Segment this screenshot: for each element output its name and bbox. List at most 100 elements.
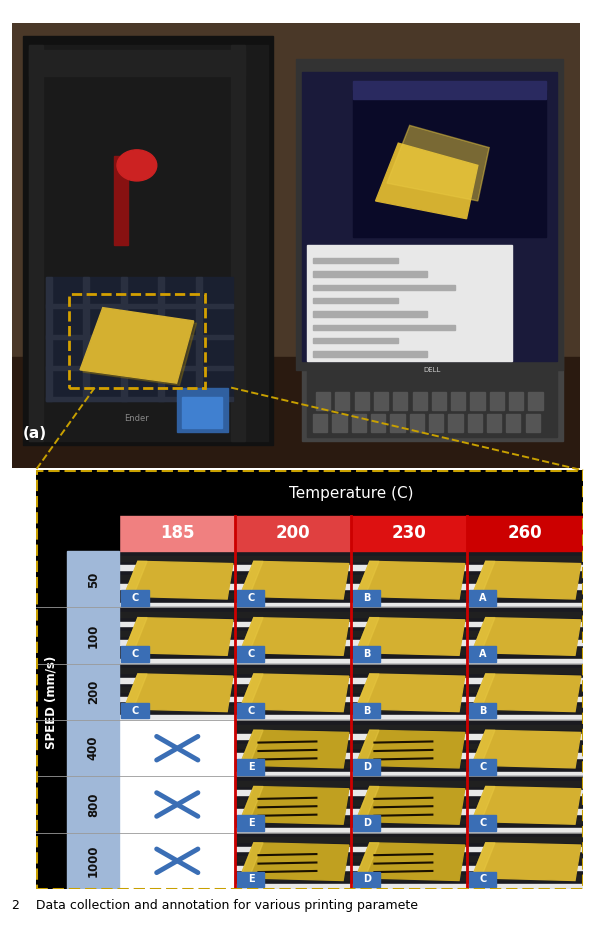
Bar	[351, 884, 467, 889]
Polygon shape	[356, 731, 465, 768]
Bar	[120, 650, 235, 655]
Bar	[120, 612, 235, 617]
Polygon shape	[124, 618, 233, 656]
Bar	[351, 687, 467, 692]
Bar	[12, 357, 580, 468]
Polygon shape	[472, 618, 495, 653]
Polygon shape	[356, 561, 379, 596]
Bar	[313, 324, 455, 330]
Bar	[467, 621, 583, 626]
Bar	[120, 603, 235, 607]
Bar	[120, 716, 235, 720]
Polygon shape	[472, 618, 581, 656]
Bar	[235, 725, 351, 730]
Bar	[182, 396, 222, 428]
Bar	[467, 753, 583, 757]
Bar	[351, 640, 467, 645]
Bar	[467, 828, 583, 832]
Bar	[176, 388, 228, 432]
Bar	[120, 607, 235, 664]
Bar	[235, 744, 351, 748]
Polygon shape	[124, 561, 147, 596]
Bar	[355, 392, 369, 410]
Polygon shape	[124, 561, 233, 599]
Bar	[529, 392, 543, 410]
Bar	[196, 277, 202, 401]
Polygon shape	[240, 786, 263, 821]
Bar	[120, 687, 235, 692]
Bar	[120, 640, 235, 645]
Bar	[467, 565, 583, 570]
Bar	[235, 857, 351, 861]
Bar	[235, 687, 351, 692]
Bar	[353, 81, 546, 99]
Bar	[351, 621, 467, 626]
Bar	[316, 392, 330, 410]
Bar	[46, 277, 52, 401]
Bar	[467, 725, 583, 730]
Bar	[120, 551, 235, 607]
Polygon shape	[356, 843, 465, 881]
Bar	[351, 828, 467, 832]
Bar	[351, 551, 467, 607]
Text: A: A	[479, 649, 487, 659]
Bar	[469, 871, 497, 887]
Bar	[467, 607, 583, 664]
Bar	[352, 414, 366, 432]
Bar	[471, 392, 485, 410]
Bar	[46, 397, 233, 401]
Bar	[353, 871, 381, 887]
Polygon shape	[356, 561, 465, 599]
Bar	[490, 392, 504, 410]
Text: Temperature (C): Temperature (C)	[289, 485, 413, 501]
Bar	[351, 607, 467, 664]
Bar	[351, 753, 467, 757]
Bar	[351, 734, 467, 739]
Text: 185: 185	[160, 524, 195, 543]
Bar	[351, 846, 467, 851]
Text: B: B	[363, 593, 371, 603]
Bar	[371, 414, 385, 432]
Bar	[467, 837, 583, 842]
Bar	[235, 650, 351, 655]
Bar	[467, 640, 583, 645]
Bar	[448, 414, 462, 432]
Text: 2    Data collection and annotation for various printing paramete: 2 Data collection and annotation for var…	[12, 899, 418, 912]
Bar	[235, 631, 351, 635]
Bar	[235, 828, 351, 832]
Bar	[121, 646, 149, 662]
Bar	[467, 819, 583, 823]
Bar	[469, 815, 497, 831]
Bar	[467, 612, 583, 617]
Bar	[393, 392, 407, 410]
Bar	[451, 392, 465, 410]
Text: SPEED (mm/s): SPEED (mm/s)	[45, 656, 58, 749]
Bar	[313, 414, 327, 432]
Bar	[351, 875, 467, 880]
Bar	[413, 392, 427, 410]
Bar	[235, 696, 351, 701]
Polygon shape	[240, 843, 349, 881]
Bar	[235, 809, 351, 814]
Bar	[235, 791, 351, 795]
Bar	[235, 594, 351, 598]
Text: 260: 260	[508, 524, 542, 543]
Bar	[120, 584, 235, 589]
Bar	[302, 72, 558, 361]
Bar	[467, 762, 583, 767]
Bar	[237, 590, 265, 606]
Bar	[469, 759, 497, 775]
Bar	[120, 565, 235, 570]
Bar	[120, 594, 235, 598]
Bar	[467, 678, 583, 682]
Bar	[469, 590, 497, 606]
Bar	[351, 744, 467, 748]
Bar	[487, 414, 501, 432]
Bar	[467, 781, 583, 786]
Text: C: C	[247, 593, 255, 603]
Polygon shape	[472, 561, 495, 596]
Polygon shape	[240, 618, 263, 653]
Bar	[120, 659, 235, 664]
Text: Ender: Ender	[124, 414, 149, 423]
Bar	[313, 271, 427, 277]
